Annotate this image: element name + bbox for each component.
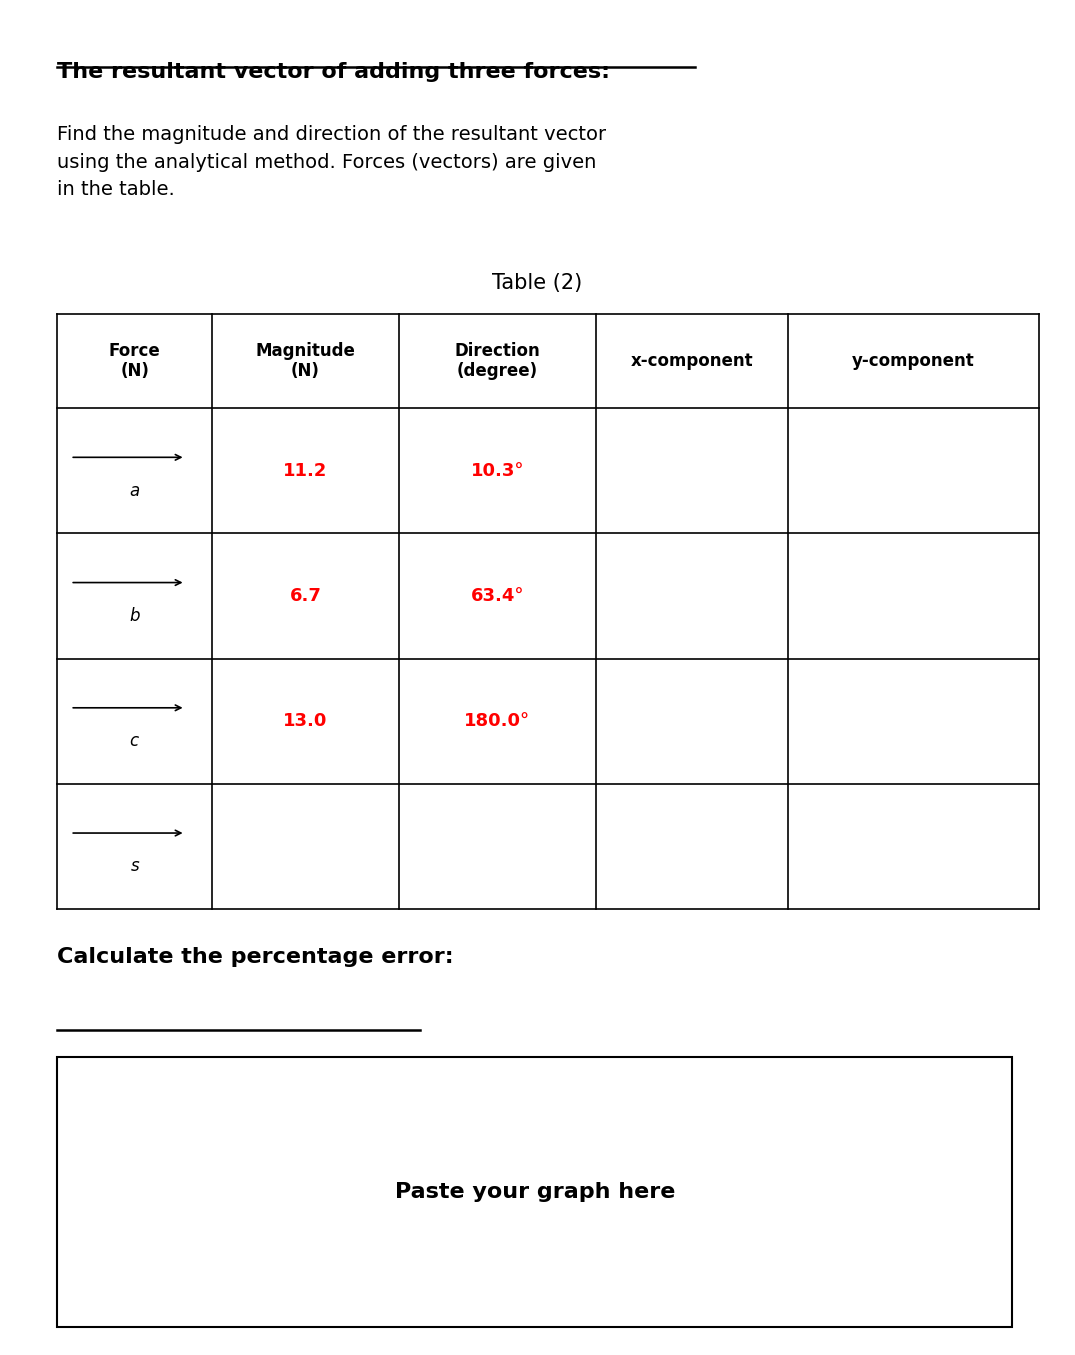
Text: x-component: x-component: [631, 352, 754, 370]
Text: Find the magnitude and direction of the resultant vector
using the analytical me: Find the magnitude and direction of the …: [57, 126, 606, 199]
Text: Calculate the percentage error:: Calculate the percentage error:: [57, 947, 454, 967]
Text: $c$: $c$: [129, 732, 141, 751]
Text: Paste your graph here: Paste your graph here: [395, 1182, 675, 1202]
Text: Table (2): Table (2): [492, 274, 583, 294]
Text: y-component: y-component: [852, 352, 975, 370]
Text: Direction
(degree): Direction (degree): [455, 341, 541, 381]
Text: 10.3°: 10.3°: [471, 462, 525, 480]
Text: Force
(N): Force (N): [109, 341, 160, 381]
Text: 180.0°: 180.0°: [464, 713, 531, 730]
Text: The resultant vector of adding three forces:: The resultant vector of adding three for…: [57, 62, 611, 83]
Text: $b$: $b$: [129, 607, 141, 625]
Text: 13.0: 13.0: [284, 713, 328, 730]
Text: 63.4°: 63.4°: [471, 587, 525, 606]
Text: 6.7: 6.7: [289, 587, 321, 606]
Text: $a$: $a$: [129, 481, 141, 500]
Text: 11.2: 11.2: [284, 462, 328, 480]
Text: $s$: $s$: [130, 858, 140, 875]
Text: Magnitude
(N): Magnitude (N): [256, 341, 356, 381]
FancyBboxPatch shape: [57, 1057, 1013, 1327]
